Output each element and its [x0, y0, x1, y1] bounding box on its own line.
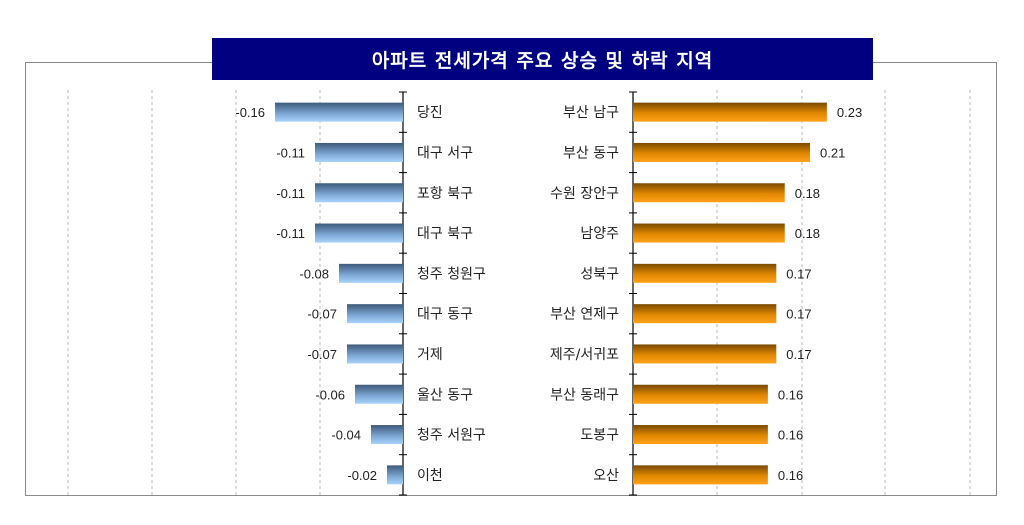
category-label: 남양주: [580, 226, 619, 242]
category-label: 울산 동구: [417, 387, 473, 403]
bar-decline: [355, 384, 403, 404]
data-label: -0.04: [331, 428, 361, 443]
category-label: 오산: [593, 468, 619, 484]
category-label: 청주 서원구: [417, 428, 486, 444]
bar-rise: [633, 384, 768, 404]
data-label: 0.16: [778, 468, 803, 483]
data-label: 0.16: [778, 428, 803, 443]
category-label: 부산 남구: [563, 105, 619, 121]
bar-decline: [315, 223, 403, 243]
data-label: 0.21: [820, 145, 845, 160]
category-label: 부산 동래구: [550, 387, 619, 403]
data-label: -0.07: [307, 347, 337, 362]
data-label: -0.11: [276, 186, 305, 201]
data-label: 0.17: [786, 347, 811, 362]
bar-decline: [387, 465, 403, 485]
category-label: 이천: [417, 468, 443, 484]
bar-rise: [633, 465, 768, 485]
category-label: 대구 서구: [417, 145, 473, 161]
data-label: -0.08: [299, 266, 329, 281]
bar-rise: [633, 304, 777, 324]
bar-decline: [315, 142, 403, 162]
category-label: 성북구: [580, 266, 619, 282]
category-label: 부산 연제구: [550, 307, 619, 323]
category-label: 청주 청원구: [417, 266, 486, 282]
chart-title: 아파트 전세가격 주요 상승 및 하락 지역: [212, 38, 873, 80]
bar-decline: [275, 102, 403, 122]
data-label: 0.17: [786, 307, 811, 322]
category-label: 수원 장안구: [550, 186, 619, 202]
category-label: 대구 동구: [417, 307, 473, 323]
data-label: 0.17: [786, 266, 811, 281]
bar-decline: [339, 263, 403, 283]
bar-decline: [371, 425, 403, 445]
category-label: 부산 동구: [563, 145, 619, 161]
bar-decline: [347, 344, 403, 364]
data-label: -0.11: [276, 226, 305, 241]
category-label: 거제: [417, 347, 443, 363]
bar-rise: [633, 183, 785, 203]
data-label: -0.07: [307, 307, 337, 322]
bar-decline: [315, 183, 403, 203]
bar-rise: [633, 142, 811, 162]
category-label: 제주/서귀포: [550, 347, 619, 363]
data-label: 0.23: [837, 105, 862, 120]
data-label: -0.11: [276, 145, 305, 160]
bar-decline: [347, 304, 403, 324]
category-label: 포항 북구: [417, 186, 473, 202]
data-label: 0.16: [778, 387, 803, 402]
category-label: 도봉구: [580, 428, 619, 444]
bar-rise: [633, 263, 777, 283]
data-label: -0.02: [347, 468, 377, 483]
data-label: -0.06: [315, 387, 345, 402]
data-label: -0.16: [235, 105, 265, 120]
bar-rise: [633, 223, 785, 243]
data-label: 0.18: [795, 226, 820, 241]
bar-rise: [633, 344, 777, 364]
category-label: 대구 북구: [417, 226, 473, 242]
category-label: 당진: [417, 105, 443, 121]
bar-rise: [633, 425, 768, 445]
bar-rise: [633, 102, 827, 122]
data-label: 0.18: [795, 186, 820, 201]
